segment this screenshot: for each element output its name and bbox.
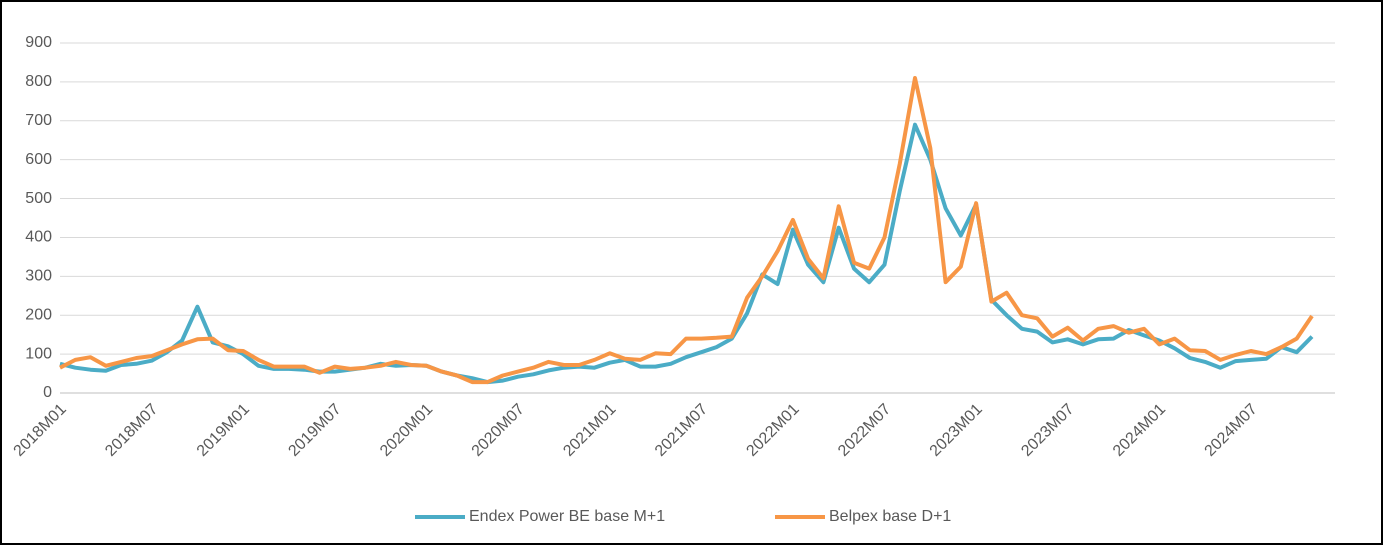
line-series — [59, 122, 1314, 385]
y-tick-label: 600 — [25, 151, 52, 168]
y-tick-label: 300 — [25, 268, 52, 285]
y-tick-label: 800 — [25, 73, 52, 90]
y-tick-label: 500 — [25, 190, 52, 207]
y-tick-label: 100 — [25, 345, 52, 362]
y-tick-label: 700 — [25, 112, 52, 129]
y-tick-label: 0 — [43, 384, 52, 401]
line-series — [59, 76, 1314, 385]
y-tick-label: 200 — [25, 306, 52, 323]
legend-label: Belpex base D+1 — [829, 508, 951, 525]
y-tick-label: 400 — [25, 229, 52, 246]
legend-label: Endex Power BE base M+1 — [469, 508, 665, 525]
y-tick-label: 900 — [25, 34, 52, 51]
